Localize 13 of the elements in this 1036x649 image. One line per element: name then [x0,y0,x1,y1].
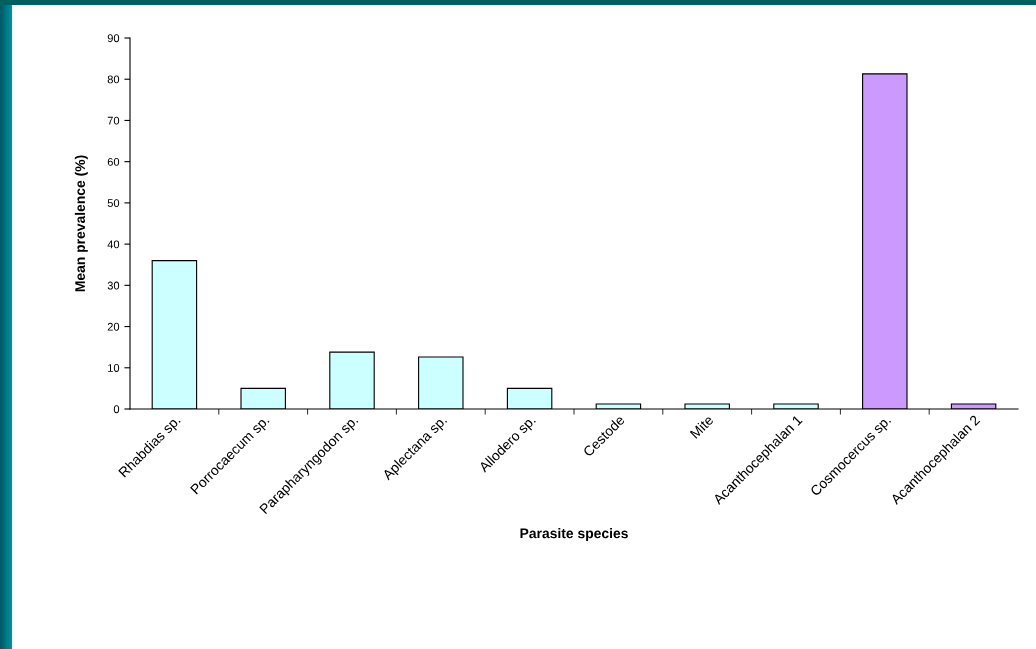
x-tick-label: Mite [689,414,714,439]
y-tick-label: 10 [108,364,120,372]
y-tick-label: 30 [107,281,120,290]
y-tick-label: 0 [113,405,120,414]
x-axis-title: Parasite species [520,528,628,541]
y-tick-label: 20 [107,322,120,331]
y-tick-label: 90 [107,34,120,43]
y-axis-title: Mean prevalence (%) [74,155,88,292]
y-tick-label: 50 [107,199,120,208]
y-tick-label: 70 [107,116,120,125]
y-tick-label: 40 [107,240,120,249]
y-tick-label: 60 [107,157,120,166]
y-tick-label: 80 [107,75,120,84]
